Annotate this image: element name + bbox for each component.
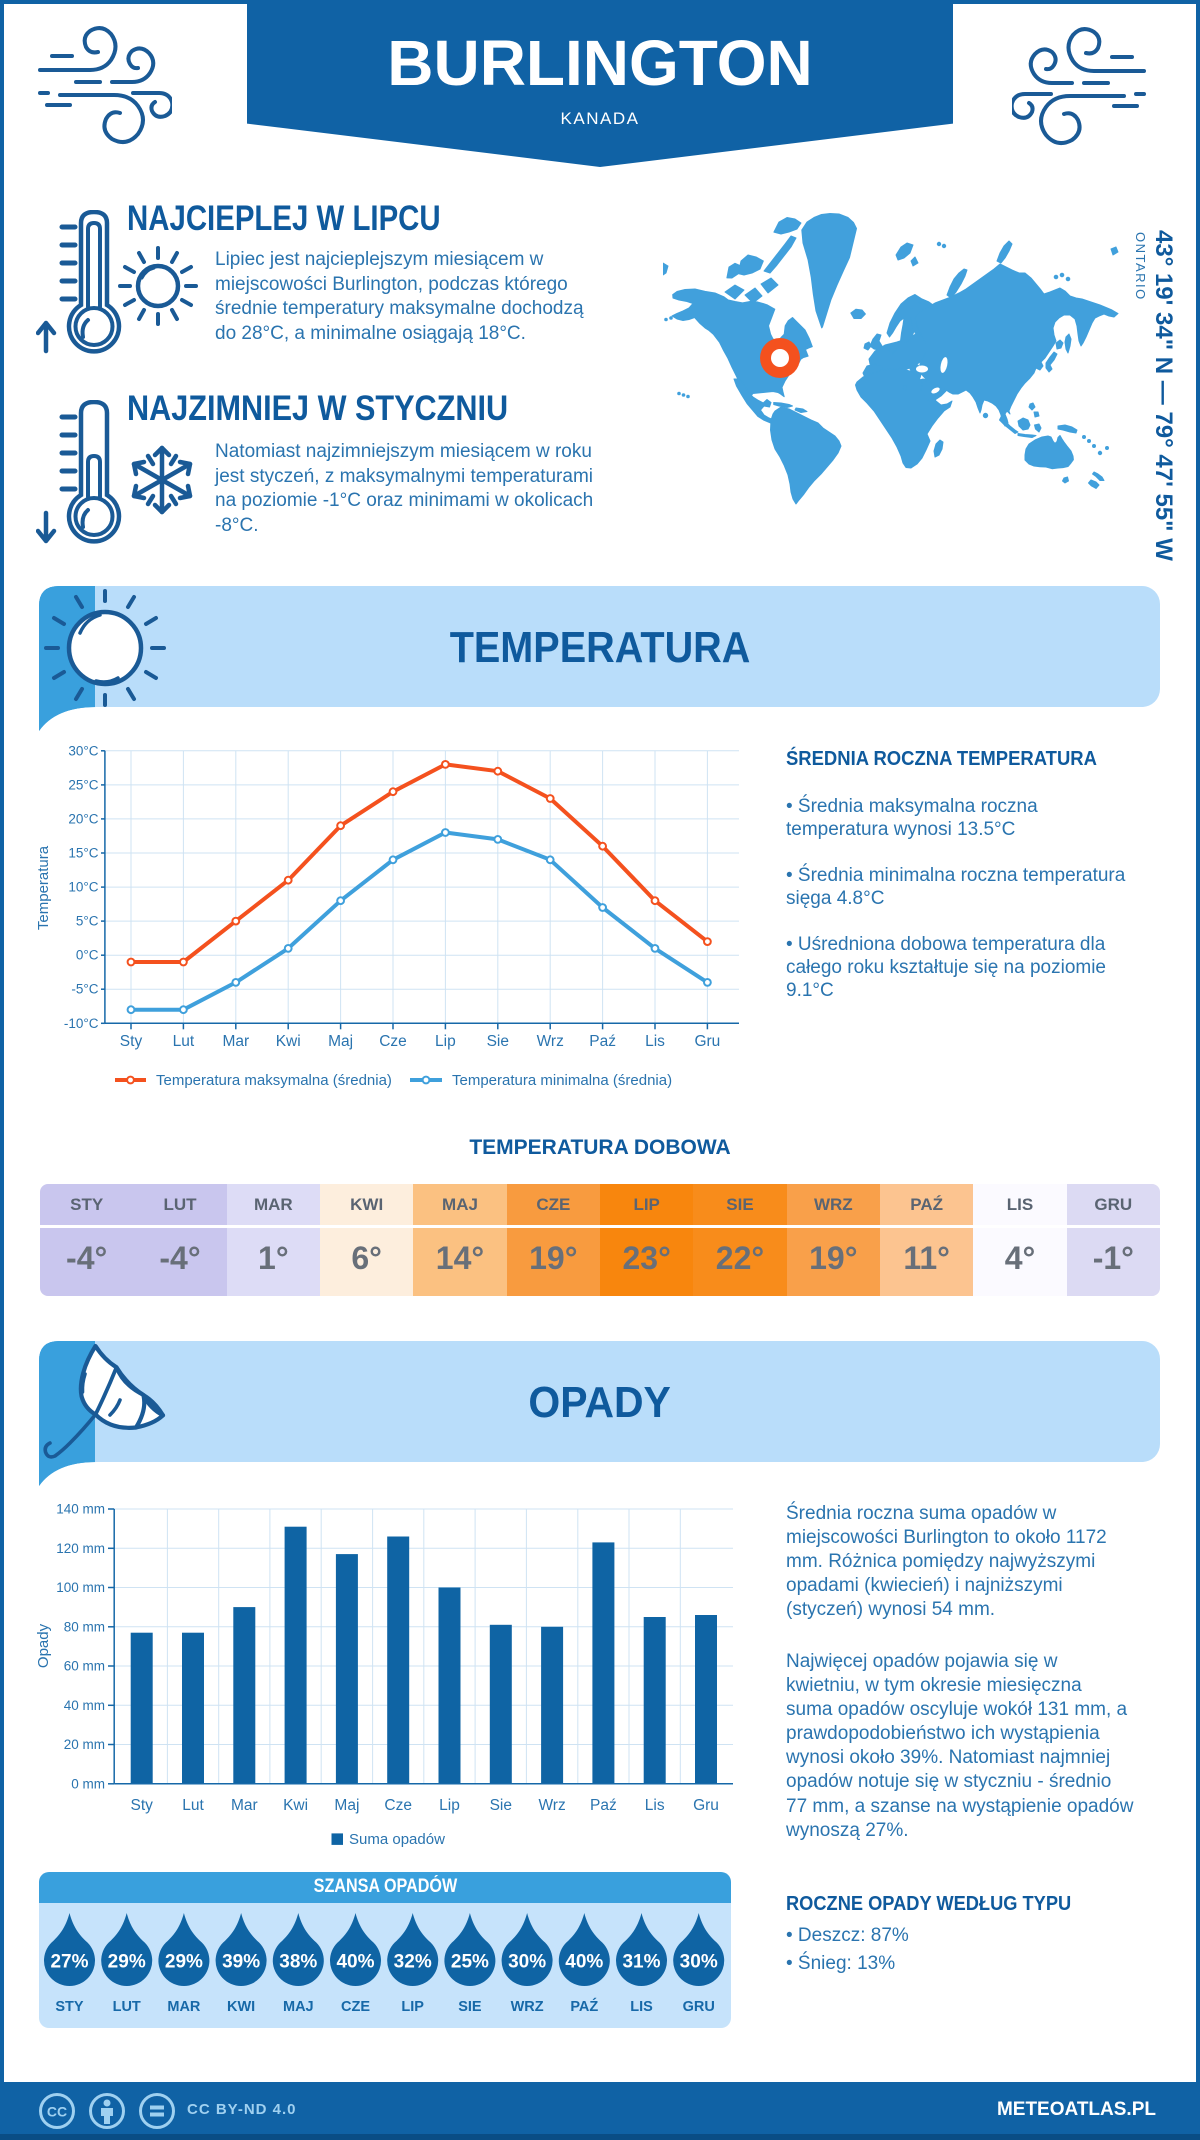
svg-text:15°C: 15°C <box>68 846 98 861</box>
svg-text:Gru: Gru <box>694 1033 720 1050</box>
svg-text:0 mm: 0 mm <box>71 1776 105 1791</box>
svg-text:Paź: Paź <box>590 1797 617 1814</box>
svg-text:Lip: Lip <box>435 1033 456 1050</box>
svg-text:10°C: 10°C <box>68 880 98 895</box>
svg-text:120 mm: 120 mm <box>56 1541 105 1556</box>
svg-text:140 mm: 140 mm <box>56 1502 105 1517</box>
svg-text:PAŹ: PAŹ <box>570 1998 598 2015</box>
svg-text:Kwi: Kwi <box>283 1797 308 1814</box>
svg-text:32%: 32% <box>394 1952 432 1973</box>
svg-text:Temperatura: Temperatura <box>36 845 52 930</box>
svg-text:Sty: Sty <box>130 1797 153 1814</box>
svg-text:40 mm: 40 mm <box>64 1698 105 1713</box>
svg-text:30%: 30% <box>508 1952 546 1973</box>
svg-text:Sie: Sie <box>490 1797 512 1814</box>
svg-text:Temperatura minimalna (średnia: Temperatura minimalna (średnia) <box>452 1072 672 1089</box>
svg-text:29%: 29% <box>108 1952 146 1973</box>
svg-text:25%: 25% <box>451 1952 489 1973</box>
svg-text:CC: CC <box>47 2104 67 2120</box>
svg-text:Lut: Lut <box>182 1797 204 1814</box>
svg-text:31%: 31% <box>622 1952 660 1973</box>
svg-text:30°C: 30°C <box>68 743 98 758</box>
svg-text:5°C: 5°C <box>76 914 99 929</box>
svg-text:40%: 40% <box>565 1952 603 1973</box>
svg-text:WRZ: WRZ <box>511 1999 544 2015</box>
svg-text:80 mm: 80 mm <box>64 1619 105 1634</box>
svg-text:Lis: Lis <box>645 1797 665 1814</box>
svg-text:0°C: 0°C <box>76 948 99 963</box>
svg-text:40%: 40% <box>336 1952 374 1973</box>
svg-text:KWI: KWI <box>227 1999 255 2015</box>
svg-text:39%: 39% <box>222 1952 260 1973</box>
svg-text:Mar: Mar <box>222 1033 249 1050</box>
svg-text:LIP: LIP <box>401 1999 424 2015</box>
svg-text:30%: 30% <box>680 1952 718 1973</box>
svg-text:Cze: Cze <box>384 1797 412 1814</box>
svg-text:38%: 38% <box>279 1952 317 1973</box>
svg-text:Lip: Lip <box>439 1797 460 1814</box>
svg-text:MAR: MAR <box>167 1999 201 2015</box>
svg-text:LIS: LIS <box>630 1999 653 2015</box>
svg-text:20°C: 20°C <box>68 811 98 826</box>
svg-text:Kwi: Kwi <box>276 1033 301 1050</box>
svg-text:Lis: Lis <box>645 1033 665 1050</box>
svg-text:STY: STY <box>55 1999 84 2015</box>
svg-text:Lut: Lut <box>173 1033 195 1050</box>
svg-text:-10°C: -10°C <box>64 1016 99 1031</box>
svg-text:Sty: Sty <box>120 1033 143 1050</box>
svg-text:MAJ: MAJ <box>283 1999 314 2015</box>
svg-text:Mar: Mar <box>231 1797 258 1814</box>
svg-text:25°C: 25°C <box>68 777 98 792</box>
svg-text:Maj: Maj <box>328 1033 353 1050</box>
svg-text:Opady: Opady <box>36 1623 52 1668</box>
svg-text:Wrz: Wrz <box>537 1033 564 1050</box>
svg-text:27%: 27% <box>50 1952 88 1973</box>
svg-text:Gru: Gru <box>693 1797 719 1814</box>
svg-text:SIE: SIE <box>458 1999 482 2015</box>
svg-text:-5°C: -5°C <box>71 982 98 997</box>
svg-text:Maj: Maj <box>334 1797 359 1814</box>
svg-text:GRU: GRU <box>683 1999 715 2015</box>
svg-text:Cze: Cze <box>379 1033 407 1050</box>
svg-text:CZE: CZE <box>341 1999 370 2015</box>
svg-text:Wrz: Wrz <box>538 1797 565 1814</box>
svg-text:60 mm: 60 mm <box>64 1659 105 1674</box>
svg-text:100 mm: 100 mm <box>56 1580 105 1595</box>
svg-text:29%: 29% <box>165 1952 203 1973</box>
svg-text:LUT: LUT <box>113 1999 141 2015</box>
svg-text:20 mm: 20 mm <box>64 1737 105 1752</box>
svg-text:Temperatura maksymalna (średni: Temperatura maksymalna (średnia) <box>156 1072 392 1089</box>
svg-text:Sie: Sie <box>487 1033 509 1050</box>
svg-text:Suma opadów: Suma opadów <box>349 1831 445 1848</box>
svg-text:Paź: Paź <box>589 1033 616 1050</box>
